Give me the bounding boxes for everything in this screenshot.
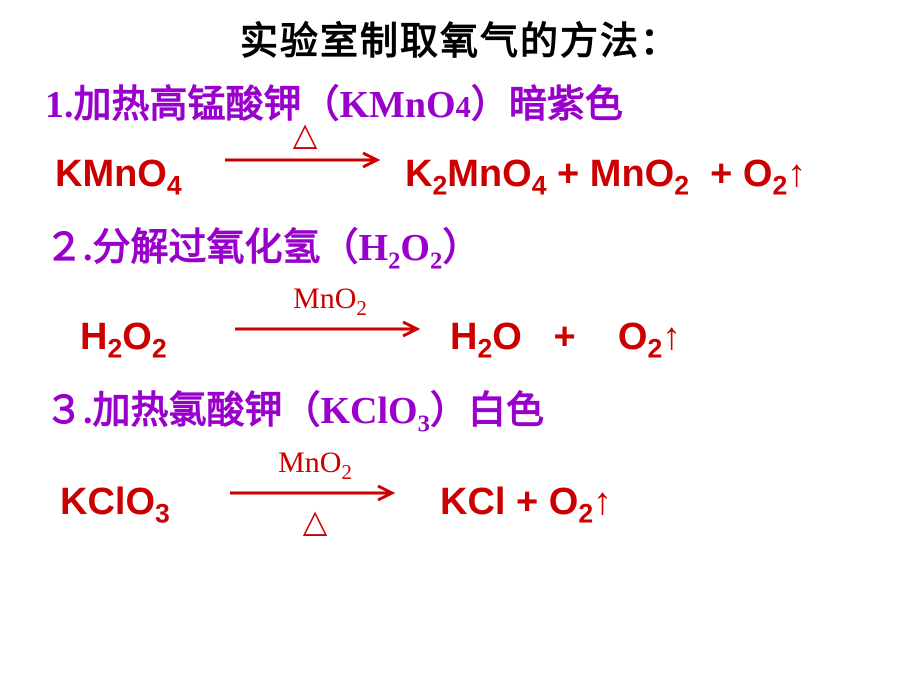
eq2-arrow: MnO2 [235, 284, 425, 339]
method-3-label: ３.加热氯酸钾（KClO3）白色 [0, 379, 920, 439]
eq3-products: KCl + O2↑ [440, 481, 612, 530]
eq1-arrow: △ [225, 118, 385, 170]
method-2-label: ２.分解过氧化氢（H2O2） [0, 216, 920, 276]
eq1-products: K2MnO4 + MnO2 + O2↑ [405, 153, 806, 202]
eq3-reactant: KClO3 [60, 481, 170, 530]
eq3-arrow: MnO2 △ [230, 448, 400, 537]
page-title: 实验室制取氧气的方法： [0, 0, 920, 65]
eq2-products: H2O + O2↑ [450, 316, 681, 365]
catalyst-label: MnO2 [230, 448, 400, 483]
equation-2: H2O2 MnO2 H2O + O2↑ [0, 296, 920, 371]
method-1-label: 1.加热高锰酸钾（KMnO4）暗紫色 [0, 73, 920, 128]
eq1-reactant: KMnO4 [55, 153, 182, 202]
equation-1: KMnO4 △ K2MnO4 + MnO2 + O2↑ [0, 138, 920, 208]
heat-symbol: △ [225, 118, 385, 150]
equation-3: KClO3 MnO2 △ KCl + O2↑ [0, 456, 920, 566]
arrow-icon [235, 319, 425, 339]
arrow-icon [225, 150, 385, 170]
eq2-reactant: H2O2 [80, 316, 167, 365]
heat-symbol: △ [230, 505, 400, 537]
catalyst-label: MnO2 [235, 284, 425, 319]
arrow-icon [230, 483, 400, 503]
